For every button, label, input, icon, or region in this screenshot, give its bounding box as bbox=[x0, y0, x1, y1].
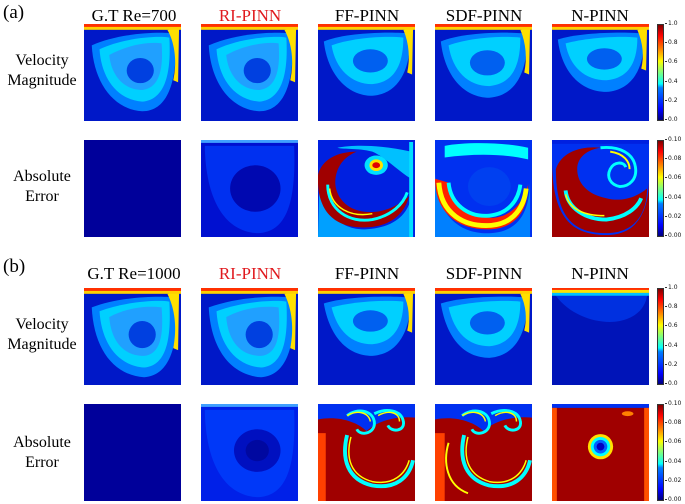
column-title-sdf-pinn: SDF-PINN bbox=[445, 264, 523, 283]
velocity-map-n-pinn bbox=[552, 24, 649, 121]
colorbar-tick: 0.10 bbox=[664, 136, 682, 143]
colorbar-tick: 1.0 bbox=[665, 20, 678, 27]
colorbar-tick: 0.00 bbox=[664, 232, 682, 239]
row-label-line: Velocity bbox=[15, 52, 69, 69]
colorbar-velocity-a bbox=[657, 24, 664, 121]
row-label-line: Absolute bbox=[13, 434, 71, 451]
error-map-ri-pinn bbox=[201, 140, 298, 237]
column-title-ri-pinn: RI-PINN bbox=[218, 6, 282, 25]
error-map-ground-truth-re1000 bbox=[84, 404, 181, 501]
velocity-map-ri-pinn bbox=[201, 24, 298, 121]
row-label-line: Absolute bbox=[13, 168, 71, 185]
row-label-velocity-magnitude: Velocity Magnitude bbox=[0, 51, 84, 91]
colorbar-tick: 0.2 bbox=[665, 361, 678, 368]
colorbar-error-b bbox=[657, 404, 664, 501]
velocity-map-ground-truth-re700 bbox=[84, 24, 181, 121]
colorbar-tick: 0.4 bbox=[665, 78, 678, 85]
error-map-n-pinn bbox=[552, 404, 649, 501]
colorbar-tick: 0.02 bbox=[664, 477, 682, 484]
row-label-line: Magnitude bbox=[7, 336, 77, 353]
colorbar-tick: 0.08 bbox=[664, 155, 682, 162]
colorbar-tick: 0.02 bbox=[664, 213, 682, 220]
colorbar-tick: 0.04 bbox=[664, 458, 682, 465]
column-title-ground-truth-re1000: G.T Re=1000 bbox=[87, 264, 181, 283]
column-title-ff-pinn: FF-PINN bbox=[334, 6, 400, 25]
row-label-absolute-error: Absolute Error bbox=[0, 167, 84, 207]
panel-label-b: (b) bbox=[3, 256, 26, 277]
error-map-sdf-pinn bbox=[435, 404, 532, 501]
row-label-line: Magnitude bbox=[7, 72, 77, 89]
colorbar-velocity-b bbox=[657, 288, 664, 385]
column-title-n-pinn: N-PINN bbox=[571, 6, 629, 25]
colorbar-tick: 0.06 bbox=[664, 174, 682, 181]
column-title-ri-pinn: RI-PINN bbox=[218, 264, 282, 283]
row-label-line: Velocity bbox=[15, 316, 69, 333]
colorbar-tick: 0.06 bbox=[664, 438, 682, 445]
colorbar-tick: 0.0 bbox=[665, 116, 678, 123]
error-map-ff-pinn bbox=[318, 404, 415, 501]
velocity-map-sdf-pinn bbox=[435, 24, 532, 121]
column-title-ground-truth-re700: G.T Re=700 bbox=[91, 6, 177, 25]
velocity-map-ff-pinn bbox=[318, 288, 415, 385]
colorbar-tick: 0.6 bbox=[665, 322, 678, 329]
row-label-line: Error bbox=[25, 454, 59, 471]
column-title-n-pinn: N-PINN bbox=[571, 264, 629, 283]
row-label-line: Error bbox=[25, 188, 59, 205]
colorbar-tick: 0.04 bbox=[664, 194, 682, 201]
error-map-ground-truth-re700 bbox=[84, 140, 181, 237]
colorbar-tick: 0.4 bbox=[665, 342, 678, 349]
colorbar-tick: 0.08 bbox=[664, 419, 682, 426]
colorbar-tick: 0.00 bbox=[664, 496, 682, 503]
colorbar-error-a bbox=[657, 140, 664, 237]
velocity-map-ri-pinn bbox=[201, 288, 298, 385]
error-map-ri-pinn bbox=[201, 404, 298, 501]
colorbar-tick: 1.0 bbox=[665, 284, 678, 291]
velocity-map-ff-pinn bbox=[318, 24, 415, 121]
error-map-ff-pinn bbox=[318, 140, 415, 237]
error-map-n-pinn bbox=[552, 140, 649, 237]
colorbar-tick: 0.8 bbox=[665, 39, 678, 46]
colorbar-tick: 0.0 bbox=[665, 380, 678, 387]
colorbar-tick: 0.8 bbox=[665, 303, 678, 310]
velocity-map-n-pinn bbox=[552, 288, 649, 385]
panel-label-a: (a) bbox=[3, 2, 25, 23]
column-title-ff-pinn: FF-PINN bbox=[334, 264, 400, 283]
row-label-velocity-magnitude: Velocity Magnitude bbox=[0, 315, 84, 355]
colorbar-tick: 0.6 bbox=[665, 58, 678, 65]
error-map-sdf-pinn bbox=[435, 140, 532, 237]
colorbar-tick: 0.10 bbox=[664, 400, 682, 407]
velocity-map-ground-truth-re1000 bbox=[84, 288, 181, 385]
row-label-absolute-error: Absolute Error bbox=[0, 433, 84, 473]
velocity-map-sdf-pinn bbox=[435, 288, 532, 385]
column-title-sdf-pinn: SDF-PINN bbox=[445, 6, 523, 25]
colorbar-tick: 0.2 bbox=[665, 97, 678, 104]
